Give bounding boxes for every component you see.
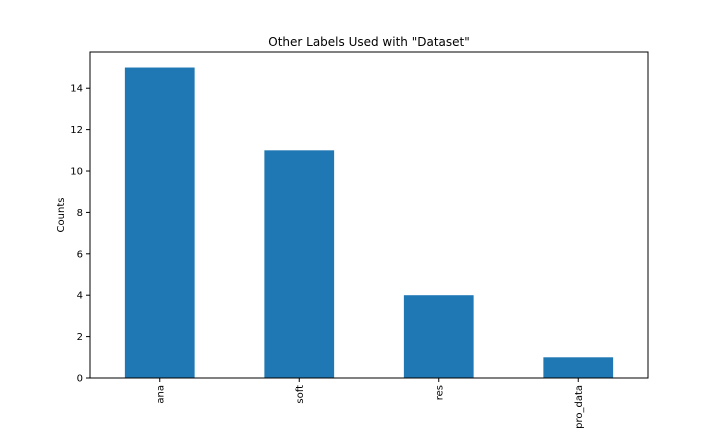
x-tick-label: ana (155, 385, 166, 404)
y-tick-label: 6 (77, 249, 83, 260)
x-tick-label: pro_data (574, 385, 585, 429)
y-tick-label: 8 (77, 208, 83, 219)
y-axis-label: Counts (56, 198, 67, 233)
y-tick-label: 12 (70, 125, 83, 136)
bar-soft (264, 150, 335, 378)
x-tick-label: soft (295, 385, 306, 404)
y-axis: 0 2 4 6 8 10 12 14 (70, 84, 90, 385)
y-tick-label: 0 (77, 374, 83, 385)
bar-pro_data (543, 357, 614, 378)
y-tick-label: 14 (70, 84, 83, 95)
bar-ana (124, 67, 195, 379)
y-tick-label: 2 (77, 332, 83, 343)
y-tick-label: 4 (77, 291, 83, 302)
chart-title: Other Labels Used with "Dataset" (268, 35, 469, 49)
y-tick-label: 10 (70, 167, 83, 178)
bars-group (124, 67, 614, 379)
x-axis: ana soft res pro_data (155, 378, 585, 429)
x-tick-label: res (434, 385, 445, 400)
plot-frame (89, 51, 649, 379)
bar-res (403, 295, 474, 378)
